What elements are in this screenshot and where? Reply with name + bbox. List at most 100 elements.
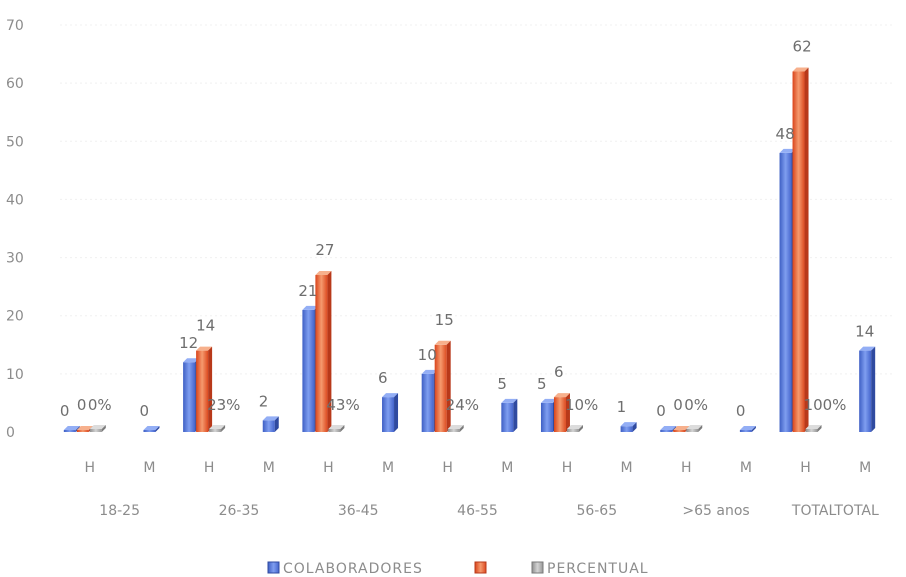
y-tick-label: 40 <box>6 192 24 208</box>
data-label: 5 <box>497 375 507 393</box>
data-label: 10% <box>565 396 598 414</box>
data-label: 48 <box>776 125 795 143</box>
legend-label: COLABORADORES <box>283 561 423 577</box>
legend-label: PERCENTUAL <box>547 561 649 577</box>
bar-TOTALTOTAL-H-1 <box>792 67 809 432</box>
bar-26-35-M-0 <box>262 416 279 432</box>
data-label: 0 <box>139 402 149 420</box>
bar-face <box>262 420 275 432</box>
data-label: 5 <box>537 375 547 393</box>
bar-top <box>779 148 796 153</box>
bar-face <box>805 429 818 432</box>
data-label: 0% <box>684 396 708 414</box>
bar-face <box>660 430 673 432</box>
x-group-label: >65 anos <box>682 503 749 519</box>
data-label: 12 <box>179 334 198 352</box>
bar-side <box>632 422 637 432</box>
bar-18-25-M-0 <box>143 426 160 432</box>
legend-swatch <box>474 561 487 574</box>
data-label: 0 <box>736 402 746 420</box>
bar-top <box>382 393 399 398</box>
bar-36-45-M-0 <box>382 393 399 432</box>
bar-top <box>739 426 756 430</box>
bar-top <box>315 271 332 276</box>
bar-46-55-M-0 <box>501 398 518 432</box>
bar-46-55-H-1 <box>434 340 451 432</box>
bar-face <box>315 275 328 432</box>
x-axis-labels: H M 18-25 H M 26-35 H M 36-45 H M 46-55 H M 56-65 H M >65… <box>85 460 879 519</box>
bar-18-25-H-2 <box>89 425 106 432</box>
bar-36-45-H-1 <box>315 271 332 432</box>
x-sub-label: M <box>740 460 752 476</box>
bar-56-65-H-1 <box>553 393 570 432</box>
bar-side <box>446 340 451 432</box>
data-label: 14 <box>196 317 215 335</box>
x-sub-label: H <box>204 460 215 476</box>
bars <box>63 67 876 432</box>
bar-side <box>817 425 822 432</box>
bar-side <box>394 393 399 432</box>
x-sub-label: H <box>562 460 573 476</box>
bar-side <box>459 425 464 432</box>
bar-face <box>76 430 89 432</box>
bar-top <box>553 393 570 398</box>
x-sub-label: M <box>621 460 633 476</box>
y-tick-label: 10 <box>6 367 24 383</box>
bar-top <box>660 426 677 430</box>
bar-side <box>804 67 809 432</box>
x-sub-label: H <box>323 460 334 476</box>
bar-face <box>779 152 792 432</box>
bar-side <box>513 398 518 432</box>
data-label: 62 <box>793 38 812 56</box>
bar-face <box>686 429 699 432</box>
data-label: 0 <box>656 402 666 420</box>
data-label: 27 <box>315 241 334 259</box>
data-label: 2 <box>259 392 269 410</box>
x-sub-label: H <box>681 460 692 476</box>
legend-swatch <box>531 561 544 574</box>
bar-side <box>578 425 583 432</box>
bar-side <box>101 425 106 432</box>
data-label: 24% <box>446 396 479 414</box>
bar-top <box>89 425 106 429</box>
bar-side <box>155 426 160 432</box>
x-sub-label: M <box>143 460 155 476</box>
legend: COLABORADORES PERCENTUAL <box>267 561 649 577</box>
bar-face <box>447 429 460 432</box>
bar-face <box>89 429 102 432</box>
x-group-label: TOTALTOTAL <box>791 503 879 519</box>
bar-face <box>63 430 76 432</box>
bar-top <box>143 426 160 430</box>
bar-face <box>859 350 872 432</box>
data-label: 100% <box>804 396 847 414</box>
x-sub-label: M <box>859 460 871 476</box>
bar-top <box>209 425 226 429</box>
bar-TOTALTOTAL-M-0 <box>859 346 876 432</box>
bar-26-35-H-2 <box>209 425 226 432</box>
gridlines <box>60 24 895 375</box>
x-sub-label: H <box>85 460 96 476</box>
data-label: 0 <box>60 402 70 420</box>
bar-top <box>302 305 319 310</box>
bar-side <box>221 425 226 432</box>
x-group-label: 18-25 <box>99 503 140 519</box>
data-label: 23% <box>207 396 240 414</box>
bar-side <box>327 271 332 432</box>
x-group-label: 26-35 <box>219 503 260 519</box>
bar-56-65-H-2 <box>566 425 583 432</box>
data-label: 0% <box>88 396 112 414</box>
data-label: 6 <box>554 363 564 381</box>
bar-face <box>421 373 434 432</box>
y-tick-label: 20 <box>6 309 24 325</box>
bar-face <box>540 402 553 432</box>
bar-face <box>434 344 447 432</box>
bar-face <box>143 430 156 432</box>
bar-top <box>540 398 557 403</box>
x-group-label: 46-55 <box>457 503 498 519</box>
bar-36-45-H-2 <box>328 425 345 432</box>
y-tick-label: 0 <box>6 425 15 441</box>
bar-top <box>421 369 438 374</box>
bar-face <box>183 362 196 432</box>
bar-face <box>566 429 579 432</box>
